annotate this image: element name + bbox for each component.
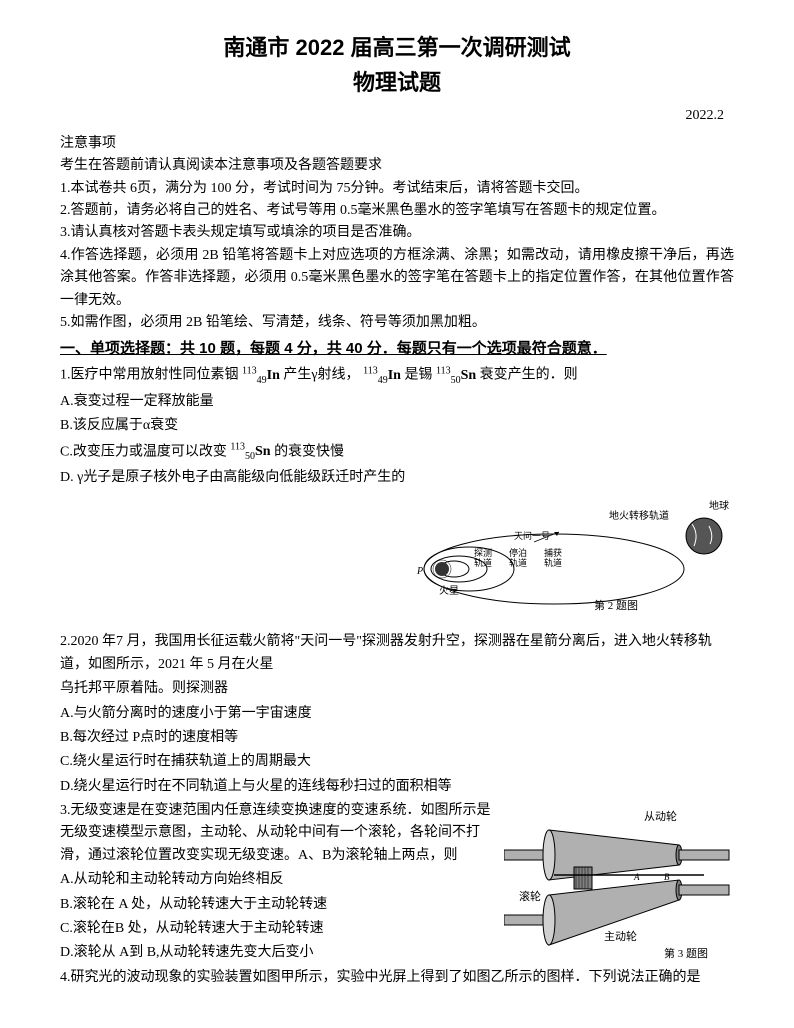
question-2: 2.2020 年7 月，我国用长征运载火箭将"天问一号"探测器发射升空，探测器在… — [60, 631, 734, 676]
notice-item-5: 5.如需作图，必须用 2B 铅笔绘、写清楚，线条、符号等须加黑加粗。 — [60, 312, 734, 334]
notice-intro: 考生在答题前请认真阅读本注意事项及各题答题要求 — [60, 155, 734, 177]
q2-option-d: D.绕火星运行时在不同轨道上与火星的连线每秒扫过的面积相等 — [60, 776, 734, 798]
svg-text:停泊: 停泊 — [509, 547, 527, 558]
subtitle: 物理试题 — [60, 65, 734, 100]
notice-item-3: 3.请认真核对答题卡表头规定填写或填涂的项目是否准确。 — [60, 222, 734, 244]
q1-formula-3: 11350Sn — [436, 368, 476, 383]
q1-text-c: 是锡 — [404, 368, 432, 383]
q1-option-c-pre: C.改变压力或温度可以改变 — [60, 444, 227, 459]
main-title: 南通市 2022 届高三第一次调研测试 — [60, 30, 734, 65]
svg-text:轨道: 轨道 — [544, 557, 562, 568]
question-1: 1.医疗中常用放射性同位素铟 11349In 产生γ射线， 11349In 是锡… — [60, 363, 734, 388]
q1-option-c-post: 的衰变快慢 — [274, 444, 344, 459]
q1-option-c-formula: 11350Sn — [230, 444, 270, 459]
svg-text:地火转移轨道: 地火转移轨道 — [609, 509, 669, 522]
q2-option-a: A.与火箭分离时的速度小于第一宇宙速度 — [60, 703, 734, 725]
svg-text:捕获: 捕获 — [544, 547, 562, 558]
svg-text:P: P — [416, 566, 423, 577]
svg-text:探测: 探测 — [474, 547, 492, 558]
notice-item-2: 2.答题前，请务必将自己的姓名、考试号等用 0.5毫米黑色墨水的签字笔填写在答题… — [60, 200, 734, 222]
svg-text:天问一号: 天问一号 — [514, 530, 550, 541]
svg-text:A: A — [633, 872, 640, 882]
q1-option-c: C.改变压力或温度可以改变 11350Sn 的衰变快慢 — [60, 440, 734, 465]
q1-option-a: A.衰变过程一定释放能量 — [60, 391, 734, 413]
notice-header: 注意事项 — [60, 133, 734, 155]
notice-item-1: 1.本试卷共 6页，满分为 100 分，考试时间为 75分钟。考试结束后，请将答… — [60, 178, 734, 200]
q2-option-b: B.每次经过 P点时的速度相等 — [60, 727, 734, 749]
svg-text:轨道: 轨道 — [509, 557, 527, 568]
q1-option-b: B.该反应属于α衰变 — [60, 415, 734, 437]
q1-option-d: D. γ光子是原子核外电子由高能级向低能级跃迁时产生的 — [60, 467, 734, 489]
svg-text:地球: 地球 — [709, 499, 729, 512]
svg-text:第 2 题图: 第 2 题图 — [594, 598, 638, 612]
q1-formula-2: 11349In — [363, 368, 401, 383]
svg-text:轨道: 轨道 — [474, 557, 492, 568]
svg-text:从动轮: 从动轮 — [644, 809, 677, 823]
svg-text:主动轮: 主动轮 — [604, 929, 637, 943]
q2-option-c: C.绕火星运行时在捕获轨道上的周期最大 — [60, 751, 734, 773]
cvt-diagram: 从动轮 滚轮 主动轮 A B 第 3 题图 — [504, 805, 734, 955]
svg-text:火星: 火星 — [439, 585, 459, 597]
section-1-header: 一、单项选择题：共 10 题，每题 4 分，共 40 分．每题只有一个选项最符合… — [60, 337, 734, 361]
svg-text:滚轮: 滚轮 — [519, 889, 541, 903]
question-4: 4.研究光的波动现象的实验装置如图甲所示，实验中光屏上得到了如图乙所示的图样．下… — [60, 967, 734, 989]
q1-text-d: 衰变产生的．则 — [480, 368, 578, 383]
q1-text-b: 产生γ射线， — [283, 368, 359, 383]
svg-text:B: B — [664, 872, 670, 882]
exam-date: 2022.2 — [60, 105, 734, 127]
q1-text-a: 1.医疗中常用放射性同位素铟 — [60, 368, 242, 383]
q1-formula-1: 11349In — [242, 368, 280, 383]
orbit-diagram: P 地火转移轨道 地球 天问一号 探测 轨道 停泊 轨道 捕获 轨道 火星 第 … — [414, 494, 734, 624]
svg-text:第 3 题图: 第 3 题图 — [664, 946, 708, 960]
question-2-cont: 乌托邦平原着陆。则探测器 — [60, 678, 734, 700]
notice-item-4: 4.作答选择题，必须用 2B 铅笔将答题卡上对应选项的方框涂满、涂黑；如需改动，… — [60, 245, 734, 312]
